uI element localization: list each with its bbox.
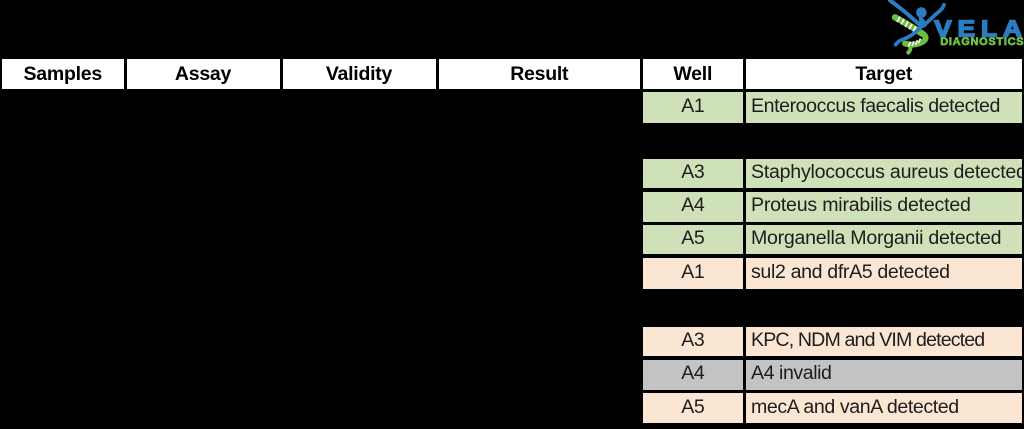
svg-text:DIAGNOSTICS: DIAGNOSTICS (940, 36, 1024, 48)
svg-text:VELA: VELA (934, 16, 1024, 42)
